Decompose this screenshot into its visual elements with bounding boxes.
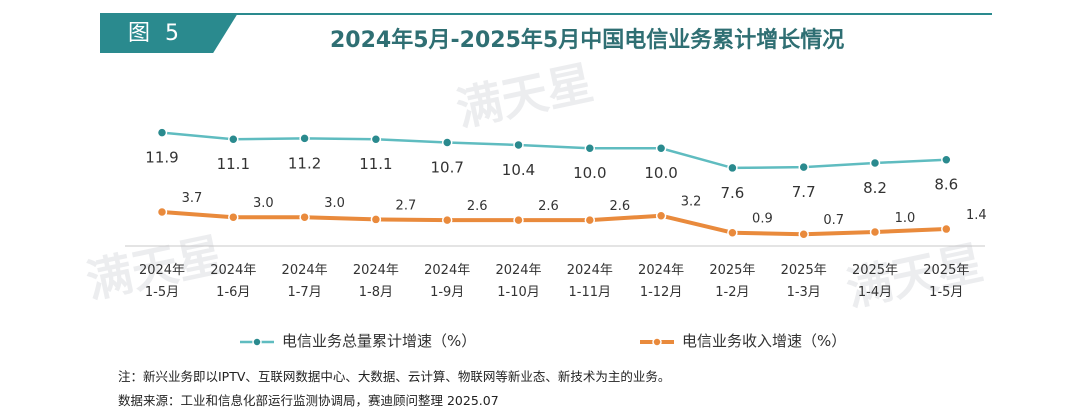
series-line-revenue — [161, 210, 947, 237]
x-tick-label-period: 1-5月 — [929, 285, 963, 300]
legend-item-series-1: 电信业务总量累计增速（%） — [240, 330, 476, 351]
legend-item-series-2: 电信业务收入增速（%） — [640, 330, 846, 351]
x-tick-label-period: 1-7月 — [287, 285, 321, 300]
x-tick-label-period: 1-11月 — [569, 285, 612, 300]
data-point-total-volume — [299, 133, 310, 144]
data-point-revenue — [156, 206, 168, 218]
x-tick-label-period: 1-4月 — [858, 285, 892, 300]
legend-label-series-1: 电信业务总量累计增速（%） — [282, 332, 477, 350]
data-point-revenue — [299, 211, 310, 223]
x-tick-label-year: 2025年 — [852, 263, 898, 278]
footnote: 注：新兴业务即以IPTV、互联网数据中心、大数据、云计算、物联网等新业态、新技术… — [118, 369, 671, 384]
data-label-total-volume: 10.7 — [430, 159, 463, 177]
data-label-total-volume: 10.0 — [644, 164, 677, 182]
data-point-total-volume — [941, 154, 952, 165]
data-point-revenue — [869, 226, 881, 238]
x-tick-label-period: 1-5月 — [145, 285, 179, 300]
data-point-total-volume — [370, 133, 382, 145]
data-label-total-volume: 7.7 — [792, 183, 816, 201]
data-point-total-volume — [869, 157, 881, 169]
data-point-revenue — [441, 214, 453, 226]
data-label-total-volume: 8.6 — [934, 176, 958, 194]
series-line-total-volume — [161, 131, 947, 170]
x-tick-label-year: 2025年 — [709, 263, 755, 278]
x-tick-label-year: 2025年 — [923, 263, 969, 278]
x-tick-label-year: 2024年 — [638, 263, 684, 278]
data-label-revenue: 2.6 — [467, 199, 488, 214]
x-tick-label-period: 1-2月 — [715, 285, 749, 300]
data-label-total-volume: 11.1 — [359, 155, 392, 173]
data-point-total-volume — [441, 137, 453, 148]
data-label-total-volume: 11.2 — [288, 154, 321, 172]
legend-swatch-series-2 — [640, 336, 674, 347]
data-label-total-volume: 8.2 — [863, 179, 887, 197]
data-label-total-volume: 10.4 — [502, 161, 535, 179]
x-tick-label-year: 2024年 — [210, 263, 256, 278]
data-point-total-volume — [727, 162, 738, 174]
data-label-revenue: 2.6 — [538, 199, 559, 214]
data-label-revenue: 2.6 — [609, 199, 630, 214]
data-label-revenue: 0.7 — [823, 213, 844, 228]
x-tick-label-period: 1-12月 — [640, 285, 683, 300]
data-label-revenue: 3.0 — [253, 196, 274, 211]
data-label-revenue: 1.0 — [895, 211, 916, 226]
data-point-revenue — [941, 223, 952, 235]
legend-swatch-series-1 — [240, 336, 274, 347]
x-tick-label-year: 2024年 — [139, 263, 185, 278]
figure-tag — [100, 13, 238, 53]
data-point-total-volume — [798, 161, 809, 173]
data-label-total-volume: 11.1 — [217, 155, 250, 173]
data-label-revenue: 3.0 — [324, 196, 345, 211]
legend-label-series-2: 电信业务收入增速（%） — [682, 332, 847, 350]
data-point-revenue — [370, 214, 382, 225]
x-tick-label-period: 1-6月 — [216, 285, 250, 300]
data-label-revenue: 1.4 — [966, 208, 987, 223]
data-source: 数据来源：工业和信息化部运行监测协调局，赛迪顾问整理 2025.07 — [118, 393, 499, 408]
data-label-revenue: 0.9 — [752, 212, 773, 227]
data-point-total-volume — [513, 139, 524, 151]
data-label-total-volume: 10.0 — [573, 164, 606, 182]
x-tick-label-period: 1-8月 — [359, 285, 393, 300]
x-tick-label-year: 2024年 — [424, 263, 470, 278]
figure-tag-label: 图 5 — [128, 21, 183, 46]
data-point-revenue — [513, 214, 524, 226]
data-point-revenue — [228, 211, 239, 223]
data-label-revenue: 2.7 — [396, 198, 417, 213]
x-tick-label-year: 2024年 — [567, 263, 613, 278]
x-tick-label-period: 1-3月 — [787, 285, 821, 300]
data-point-total-volume — [655, 142, 667, 154]
data-point-revenue — [584, 214, 596, 226]
x-tick-label-year: 2024年 — [353, 263, 399, 278]
chart-title: 2024年5月-2025年5月中国电信业务累计增长情况 — [330, 28, 845, 53]
data-label-revenue: 3.7 — [182, 191, 203, 206]
data-label-revenue: 3.2 — [681, 195, 702, 210]
data-point-total-volume — [228, 133, 239, 145]
data-point-revenue — [798, 228, 809, 240]
data-label-total-volume: 11.9 — [145, 149, 178, 167]
x-tick-label-year: 2025年 — [781, 263, 827, 278]
data-point-total-volume — [584, 142, 596, 154]
header-rule — [100, 13, 992, 15]
data-point-revenue — [727, 227, 738, 238]
x-tick-label-period: 1-9月 — [430, 285, 464, 300]
x-tick-label-year: 2024年 — [495, 263, 541, 278]
data-point-revenue — [655, 210, 667, 221]
data-point-total-volume — [156, 127, 168, 138]
x-tick-label-year: 2024年 — [282, 263, 328, 278]
data-label-total-volume: 7.6 — [720, 184, 744, 202]
x-tick-label-period: 1-10月 — [497, 285, 540, 300]
